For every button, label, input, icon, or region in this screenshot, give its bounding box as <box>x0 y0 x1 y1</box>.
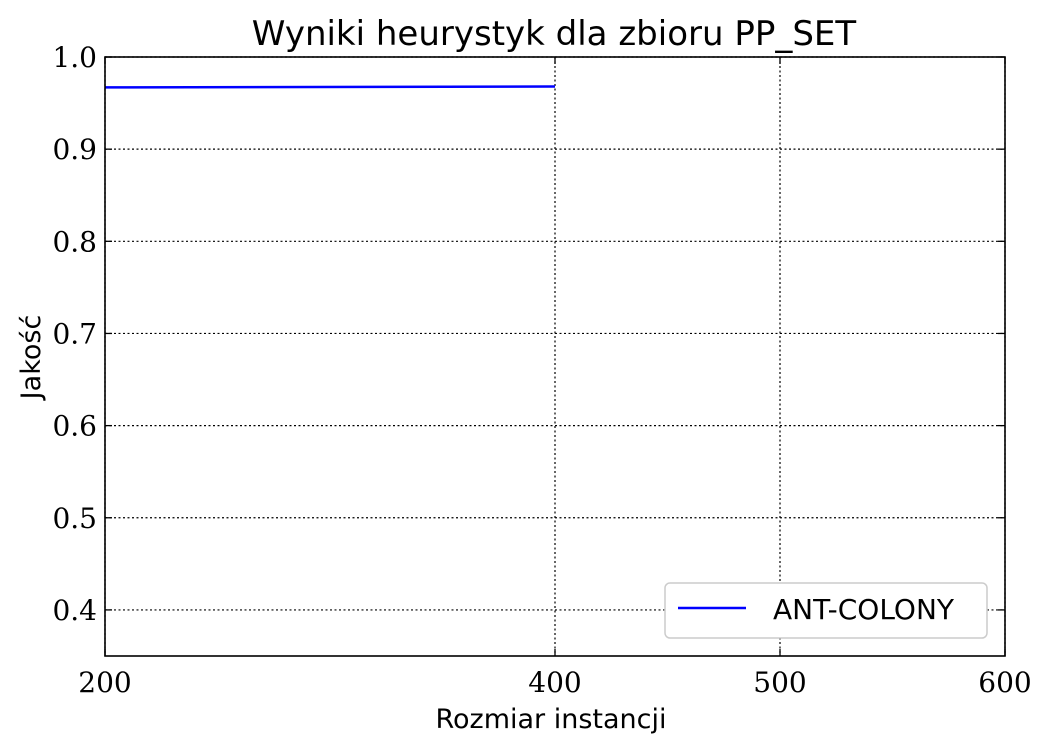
y-tick-labels: 0.4 0.5 0.6 0.7 0.8 0.9 1.0 <box>52 41 97 627</box>
y-tick-label: 1.0 <box>52 41 97 74</box>
series-line-ant-colony <box>104 85 556 89</box>
chart-title: Wyniki heurystyk dla zbioru PP_SET <box>252 14 857 54</box>
y-tick-label: 0.4 <box>52 594 97 627</box>
x-axis-label: Rozmiar instancji <box>435 704 666 735</box>
x-tick-label: 600 <box>978 666 1031 699</box>
y-tick-label: 0.8 <box>52 225 97 258</box>
y-tick-label: 0.9 <box>52 133 97 166</box>
legend-box <box>664 582 988 639</box>
y-axis-label: Jakość <box>16 315 47 402</box>
series-layer <box>104 85 556 89</box>
x-tick-label: 400 <box>528 666 581 699</box>
legend: ANT-COLONY <box>664 582 988 639</box>
x-tick-label: 200 <box>78 666 131 699</box>
legend-label-ant-colony: ANT-COLONY <box>773 593 955 626</box>
x-tick-label: 500 <box>753 666 806 699</box>
y-tick-label: 0.6 <box>52 410 97 443</box>
plot-frame <box>104 56 1006 657</box>
y-tick-label: 0.5 <box>52 502 97 535</box>
grid-lines <box>104 56 1006 656</box>
y-tick-label: 0.7 <box>52 317 97 350</box>
x-tick-labels: 200 400 500 600 <box>78 666 1031 699</box>
